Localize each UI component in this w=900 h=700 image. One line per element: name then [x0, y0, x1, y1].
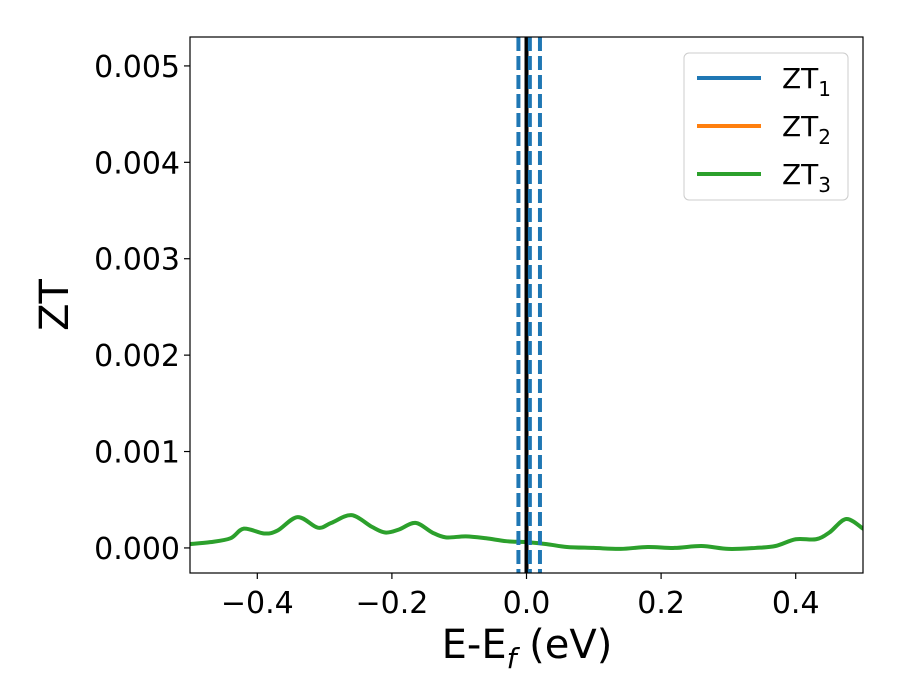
- series-layer: [190, 513, 863, 551]
- legend-box: [683, 52, 849, 201]
- y-tick-label: 0.005: [94, 50, 180, 85]
- x-tick-label: −0.2: [355, 586, 428, 621]
- vline-layer: [516, 37, 542, 573]
- legend-label-2: ZT2: [782, 110, 831, 149]
- legend: ZT1 ZT2 ZT3: [683, 52, 849, 201]
- legend-label-1: ZT1: [782, 62, 831, 101]
- legend-label-3: ZT3: [782, 158, 831, 197]
- series-line-3: [190, 513, 863, 551]
- y-tick-label: 0.002: [94, 339, 180, 374]
- x-tick-label: 0.0: [503, 586, 551, 621]
- x-axis-label-suffix: (eV): [516, 622, 612, 668]
- y-tick-label: 0.003: [94, 243, 180, 278]
- x-tick-label: −0.4: [221, 586, 294, 621]
- y-tick-label: 0.001: [94, 436, 180, 471]
- y-axis-label: ZT: [32, 279, 78, 331]
- y-tick-label: 0.000: [94, 532, 180, 567]
- x-tick-label: 0.2: [637, 586, 685, 621]
- x-axis-label-main: E-E: [442, 622, 507, 668]
- x-axis-ticks: −0.4 −0.2 0.0 0.2 0.4: [221, 573, 820, 621]
- x-tick-label: 0.4: [772, 586, 820, 621]
- y-axis-ticks: 0.000 0.001 0.002 0.003 0.004 0.005: [94, 50, 190, 567]
- y-tick-label: 0.004: [94, 146, 180, 181]
- x-axis-label: E-Ef (eV): [442, 622, 613, 675]
